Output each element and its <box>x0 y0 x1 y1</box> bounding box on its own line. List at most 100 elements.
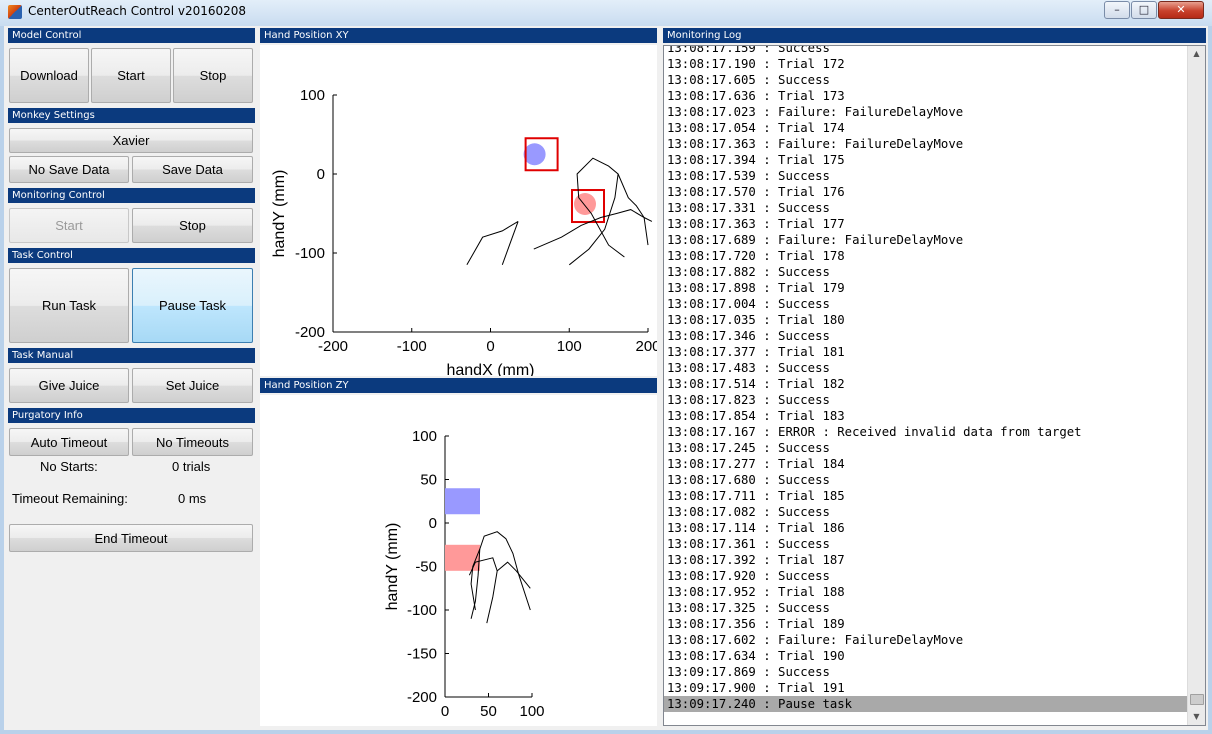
log-line[interactable]: 13:08:17.325 : Success <box>667 601 830 615</box>
log-line[interactable]: 13:08:17.023 : Failure: FailureDelayMove <box>667 105 964 119</box>
monitoring-log-listbox[interactable]: 13:08:17.159 : Success 13:08:17.190 : Tri… <box>663 45 1206 726</box>
log-line[interactable]: 13:08:17.346 : Success <box>667 329 830 343</box>
log-line[interactable]: 13:08:17.277 : Trial 184 <box>667 457 845 471</box>
log-line[interactable]: 13:08:17.514 : Trial 182 <box>667 377 845 391</box>
log-line[interactable]: 13:08:17.539 : Success <box>667 169 830 183</box>
monitoring-log-header: Monitoring Log <box>663 28 1206 43</box>
close-button[interactable]: ✕ <box>1158 1 1204 19</box>
no-timeouts-button[interactable]: No Timeouts <box>132 428 253 456</box>
save-data-button[interactable]: Save Data <box>132 156 253 183</box>
log-line[interactable]: 13:08:17.854 : Trial 183 <box>667 409 845 423</box>
run-task-button[interactable]: Run Task <box>9 268 129 343</box>
monkey-select-button[interactable]: Xavier <box>9 128 253 153</box>
y-axis-label: handY (mm) <box>271 170 288 258</box>
log-line[interactable]: 13:08:17.245 : Success <box>667 441 830 455</box>
log-line[interactable]: 13:08:17.689 : Failure: FailureDelayMove <box>667 233 964 247</box>
x-tick-label: -100 <box>397 338 427 355</box>
log-line[interactable]: 13:08:17.114 : Trial 186 <box>667 521 845 535</box>
log-line[interactable]: 13:08:17.356 : Trial 189 <box>667 617 845 631</box>
log-line[interactable]: 13:08:17.570 : Trial 176 <box>667 185 845 199</box>
window-title: CenterOutReach Control v20160208 <box>28 4 247 18</box>
log-line[interactable]: 13:08:17.680 : Success <box>667 473 830 487</box>
log-line[interactable]: 13:08:17.054 : Trial 174 <box>667 121 845 135</box>
monitoring-start-button[interactable]: Start <box>9 208 129 243</box>
pause-task-button[interactable]: Pause Task <box>132 268 253 343</box>
hand-position-xy-panel: -200 -100 0 100 200 100 0 -100 -200 handX (mm) han… <box>260 45 661 379</box>
log-line[interactable]: 13:09:17.240 : Pause task <box>664 696 1190 712</box>
download-button[interactable]: Download <box>9 48 89 103</box>
scroll-down-arrow-icon[interactable]: ▼ <box>1193 712 1200 721</box>
auto-timeout-button[interactable]: Auto Timeout <box>9 428 129 456</box>
target-b-circle <box>574 193 596 216</box>
hand-trace-line <box>486 561 531 624</box>
log-line[interactable]: 13:08:17.605 : Success <box>667 73 830 87</box>
log-line[interactable]: 13:08:17.190 : Trial 172 <box>667 57 845 71</box>
log-line[interactable]: 13:08:17.392 : Trial 187 <box>667 553 845 567</box>
log-line[interactable]: 13:08:17.361 : Success <box>667 537 830 551</box>
y-tick-label: -200 <box>407 689 437 706</box>
y-tick-label: 0 <box>317 166 325 183</box>
log-line[interactable]: 13:08:17.363 : Failure: FailureDelayMove <box>667 137 964 151</box>
hand-trace-line <box>470 531 531 619</box>
log-line[interactable]: 13:08:17.483 : Success <box>667 361 830 375</box>
log-line[interactable]: 13:08:17.720 : Trial 178 <box>667 249 845 263</box>
log-line[interactable]: 13:08:17.636 : Trial 173 <box>667 89 845 103</box>
log-line[interactable]: 13:08:17.167 : ERROR : Received invalid … <box>667 425 1082 439</box>
hand-position-xy-plot[interactable]: -200 -100 0 100 200 100 0 -100 -200 handX (mm) han… <box>260 45 661 379</box>
log-line[interactable]: 13:08:17.363 : Trial 177 <box>667 217 845 231</box>
log-line[interactable]: 13:08:17.634 : Trial 190 <box>667 649 845 663</box>
maximize-button[interactable]: □ <box>1131 1 1157 19</box>
log-vertical-scrollbar[interactable]: ▲ ▼ <box>1187 46 1205 725</box>
log-line[interactable]: 13:08:17.882 : Success <box>667 265 830 279</box>
log-line[interactable]: 13:08:17.952 : Trial 188 <box>667 585 845 599</box>
log-line[interactable]: 13:08:17.331 : Success <box>667 201 830 215</box>
log-line[interactable]: 13:08:17.159 : Success <box>667 45 830 55</box>
set-juice-button[interactable]: Set Juice <box>132 368 253 403</box>
log-line[interactable]: 13:08:17.823 : Success <box>667 393 830 407</box>
monkey-settings-header: Monkey Settings <box>8 108 255 123</box>
monitoring-stop-button[interactable]: Stop <box>132 208 253 243</box>
model-start-button[interactable]: Start <box>91 48 171 103</box>
log-line[interactable]: 13:09:17.869 : Success <box>667 665 830 679</box>
log-line[interactable]: 13:08:17.898 : Trial 179 <box>667 281 845 295</box>
log-line[interactable]: 13:08:17.035 : Trial 180 <box>667 313 845 327</box>
target-a-box <box>524 137 559 172</box>
no-starts-value: 0 trials <box>172 459 211 474</box>
log-line[interactable]: 13:09:17.900 : Trial 191 <box>667 681 845 695</box>
model-stop-button[interactable]: Stop <box>173 48 253 103</box>
title-bar[interactable]: CenterOutReach Control v20160208 – □ ✕ <box>0 0 1212 26</box>
scroll-up-arrow-icon[interactable]: ▲ <box>1193 49 1200 58</box>
target-a-circle <box>523 143 546 166</box>
minimize-button[interactable]: – <box>1104 1 1130 19</box>
y-tick-label: -150 <box>407 646 437 663</box>
hand-trace-line <box>466 220 519 266</box>
hand-trace-line <box>501 221 519 265</box>
log-line[interactable]: 13:08:17.004 : Success <box>667 297 830 311</box>
y-tick-label: -200 <box>295 324 325 341</box>
no-save-data-button[interactable]: No Save Data <box>9 156 129 183</box>
timeout-remaining-label: Timeout Remaining: <box>12 491 128 506</box>
target-b-box <box>571 189 605 224</box>
timeout-remaining-value: 0 ms <box>178 491 207 506</box>
scroll-thumb[interactable] <box>1190 694 1204 705</box>
x-tick-label: 100 <box>519 703 544 720</box>
y-tick-label: 100 <box>300 87 325 104</box>
x-axis-label: handX (mm) <box>446 362 534 376</box>
hand-position-zy-header: Hand Position ZY <box>260 378 657 393</box>
end-timeout-button[interactable]: End Timeout <box>9 524 253 552</box>
log-line[interactable]: 13:08:17.920 : Success <box>667 569 830 583</box>
log-line[interactable]: 13:08:17.394 : Trial 175 <box>667 153 845 167</box>
log-line[interactable]: 13:08:17.377 : Trial 181 <box>667 345 845 359</box>
log-line[interactable]: 13:08:17.082 : Success <box>667 505 830 519</box>
target-a-marker <box>445 488 480 515</box>
app-client-area: Model Control Download Start Stop Monkey… <box>4 26 1208 734</box>
y-tick-label: 100 <box>412 428 437 445</box>
x-tick-label: 100 <box>557 338 582 355</box>
matlab-app-icon <box>8 5 22 19</box>
give-juice-button[interactable]: Give Juice <box>9 368 129 403</box>
y-tick-label: 0 <box>429 515 437 532</box>
log-line[interactable]: 13:08:17.602 : Failure: FailureDelayMove <box>667 633 964 647</box>
log-line[interactable]: 13:08:17.711 : Trial 185 <box>667 489 845 503</box>
monitoring-control-header: Monitoring Control <box>8 188 255 203</box>
